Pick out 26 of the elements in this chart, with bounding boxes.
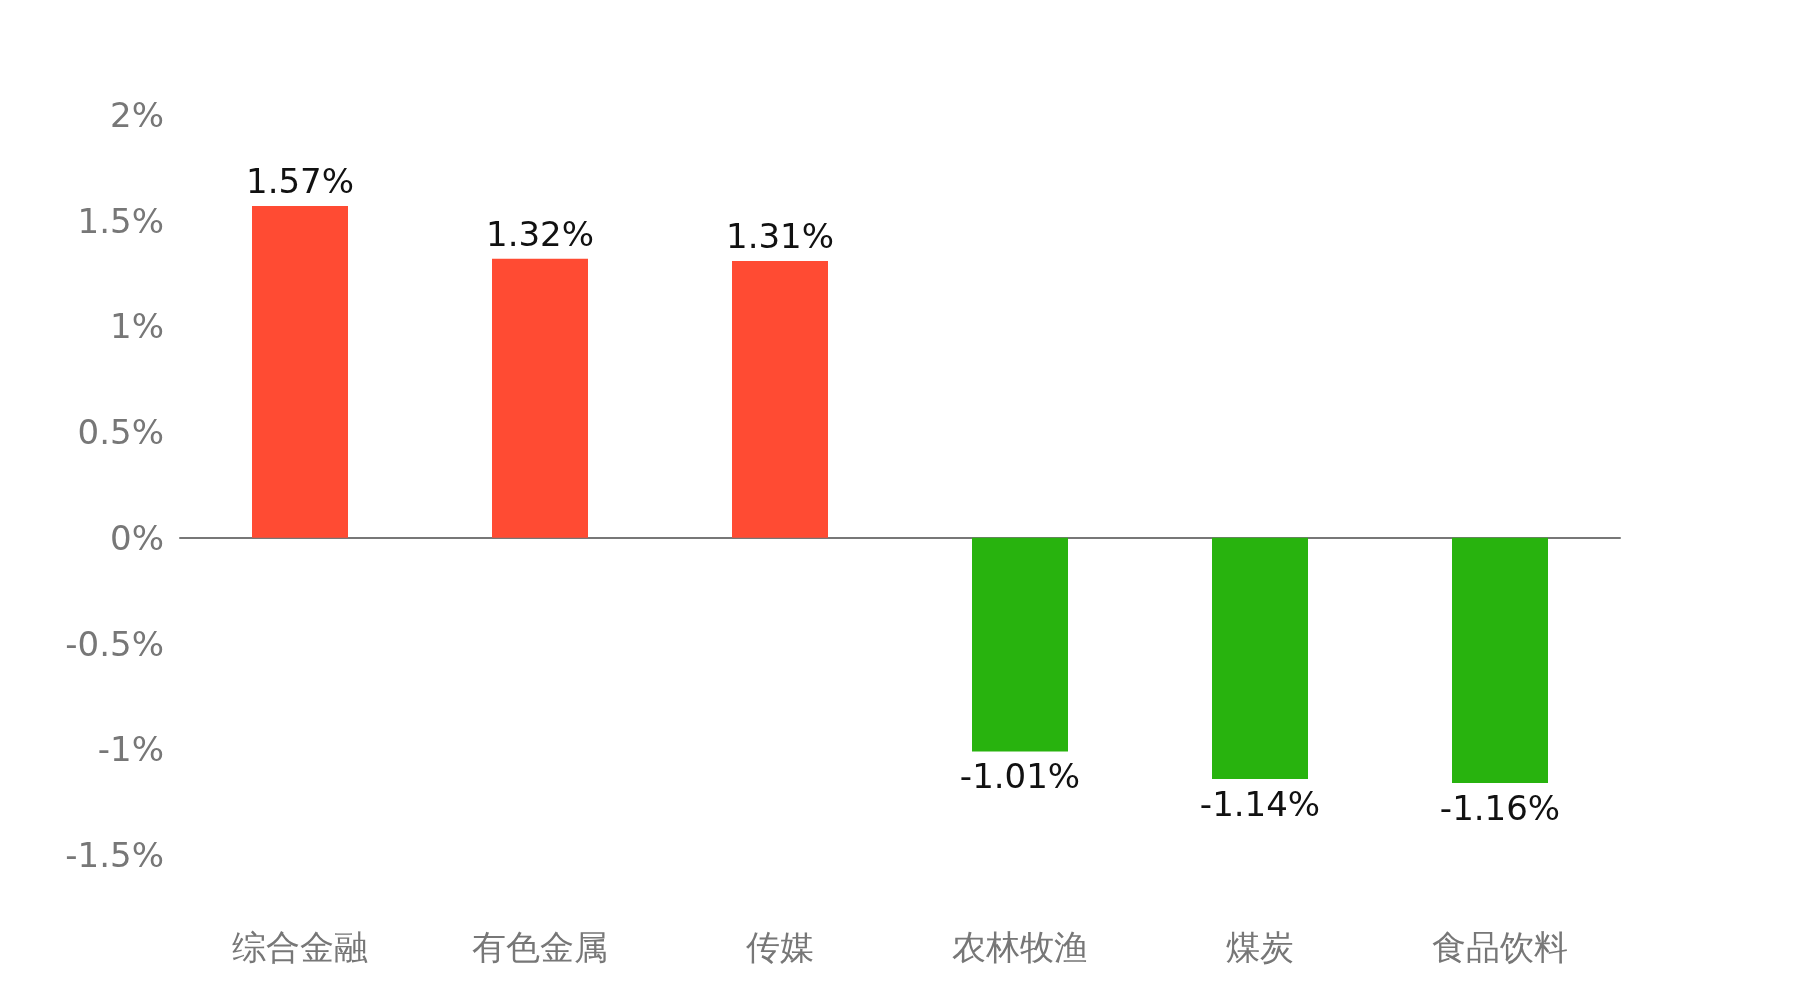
bar	[1452, 537, 1548, 784]
x-tick-label: 煤炭	[1226, 927, 1294, 967]
data-label: 1.31%	[725, 215, 835, 256]
bar	[492, 258, 588, 538]
bar	[972, 537, 1068, 752]
x-tick-label: 传媒	[746, 927, 814, 967]
x-tick-label: 食品饮料	[1432, 927, 1568, 967]
x-tick-label: 综合金融	[232, 927, 368, 967]
data-label: -1.16%	[1439, 788, 1561, 829]
bar	[1212, 537, 1308, 779]
x-tick-label: 农林牧渔	[952, 927, 1088, 967]
bar	[732, 260, 828, 538]
y-tick-label: 1%	[110, 306, 164, 347]
data-label: 1.57%	[245, 160, 355, 201]
y-tick-label: -0.5%	[65, 623, 164, 664]
y-tick-label: 1.5%	[77, 200, 164, 241]
y-tick-label: 0%	[110, 517, 164, 558]
x-tick-label: 有色金属	[472, 927, 608, 967]
data-label: -1.01%	[959, 756, 1081, 797]
y-tick-label: -1.5%	[65, 835, 164, 875]
data-label: -1.14%	[1199, 783, 1321, 824]
y-tick-label: 0.5%	[77, 412, 164, 453]
y-tick-label: 2%	[110, 95, 164, 135]
bar	[252, 205, 348, 538]
y-tick-label: -1%	[97, 729, 164, 770]
data-label: 1.32%	[485, 213, 595, 254]
